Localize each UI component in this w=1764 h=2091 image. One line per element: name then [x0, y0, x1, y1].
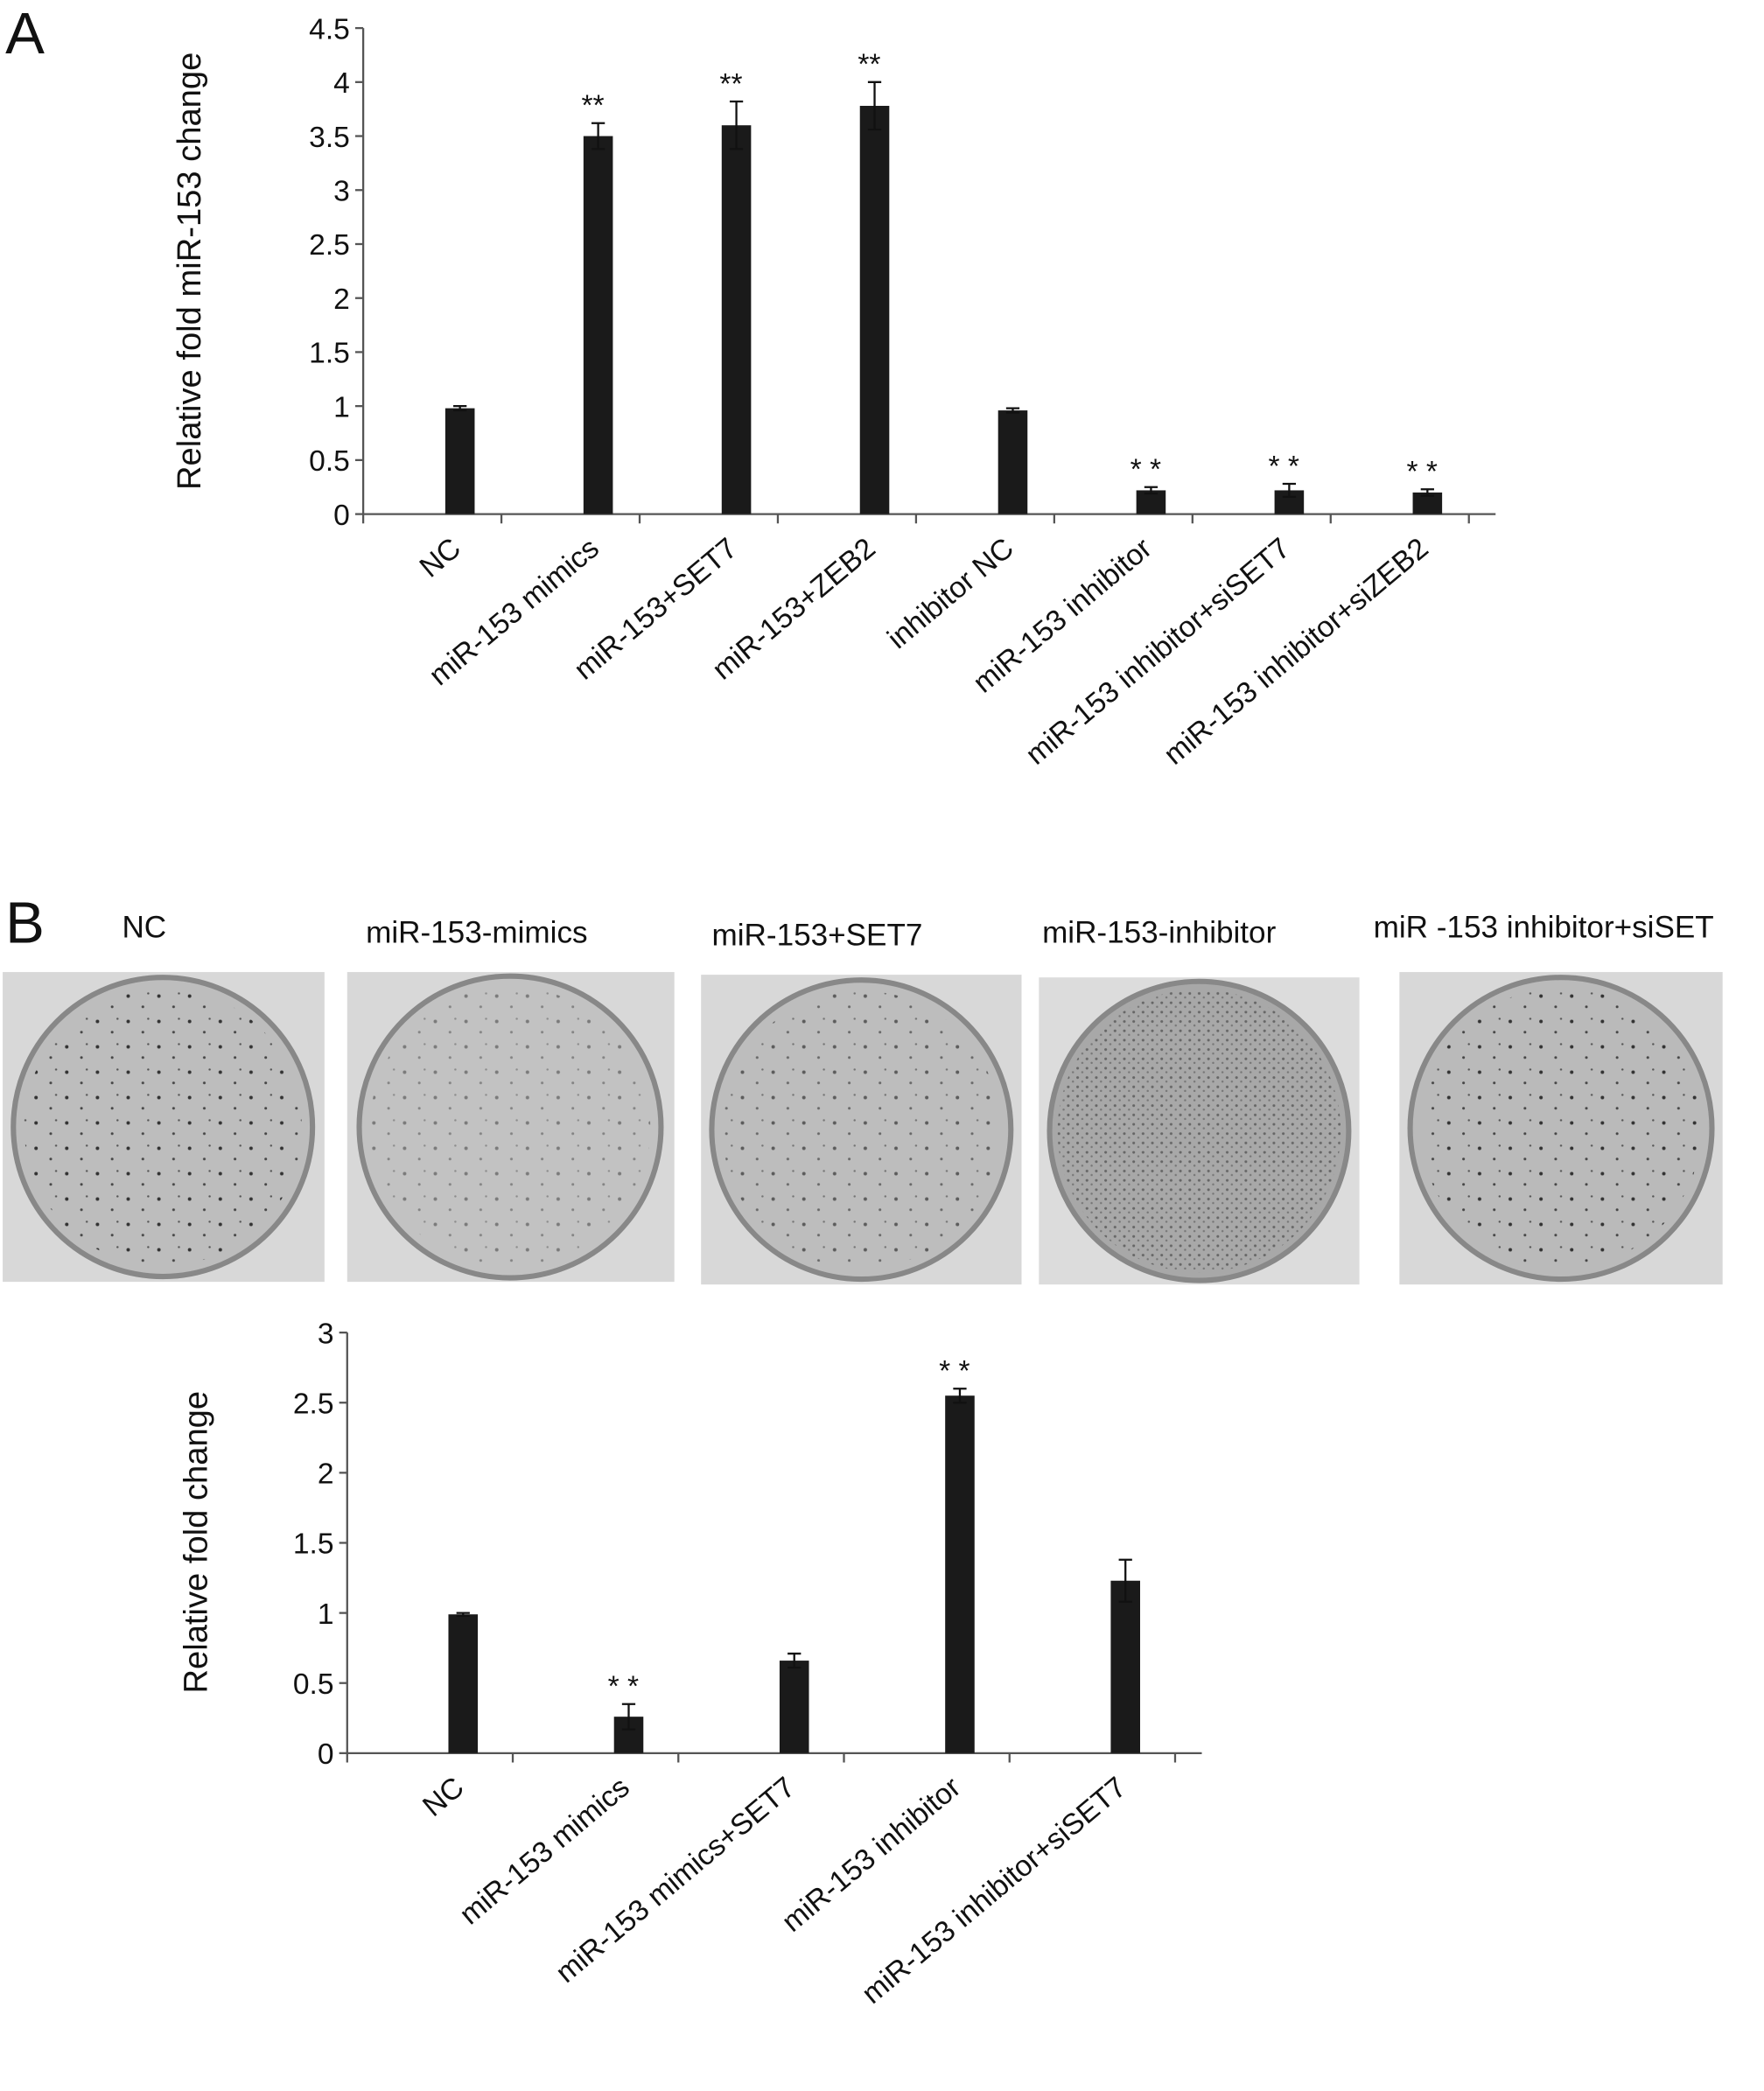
y-tick-label: 0.5: [293, 1668, 334, 1701]
y-tick-label: 3: [333, 175, 350, 207]
error-bar: [621, 1703, 636, 1731]
panel-label: B: [5, 890, 45, 955]
photo-label: miR-153-inhibitor: [1042, 915, 1277, 949]
x-tick-label: inhibitor NC: [882, 532, 1020, 655]
colonies: [369, 986, 651, 1268]
y-tick-label: 2.5: [309, 229, 350, 262]
error-bar: [953, 1388, 967, 1404]
error-bar: [591, 122, 606, 150]
y-tick-label: 2: [318, 1458, 334, 1491]
significance-label: **: [719, 68, 742, 101]
bar: [583, 136, 613, 514]
y-tick-label: 3.5: [309, 122, 350, 154]
colonies: [1420, 988, 1702, 1269]
error-bar: [867, 80, 882, 131]
significance-label: * *: [1407, 456, 1438, 488]
error-bar: [1420, 488, 1434, 497]
y-tick-label: 2: [333, 283, 350, 316]
y-axis-title: Relative fold miR-153 change: [171, 52, 208, 490]
x-tick-label: miR-153 inhibitor: [776, 1771, 967, 1938]
y-tick-label: 0: [318, 1738, 334, 1771]
error-bar: [1005, 407, 1020, 414]
bar: [859, 105, 890, 514]
y-tick-label: 4: [333, 67, 350, 100]
bar: [444, 408, 475, 514]
colonies: [722, 990, 1001, 1269]
error-bar: [456, 1612, 470, 1617]
error-bar: [1144, 486, 1158, 495]
y-tick-label: 4.5: [309, 13, 350, 45]
error-bar: [1282, 482, 1297, 498]
significance-label: **: [581, 90, 604, 122]
significance-label: * *: [939, 1355, 970, 1388]
y-tick-label: 1.5: [309, 338, 350, 370]
x-tick-label: NC: [414, 532, 467, 584]
bar: [779, 1661, 809, 1753]
significance-label: * *: [608, 1671, 639, 1703]
photo-label: miR-153+SET7: [712, 919, 923, 953]
error-bar: [1118, 1558, 1132, 1603]
bar: [945, 1395, 975, 1753]
y-tick-label: 1: [333, 391, 350, 423]
dish-photos: [3, 972, 1723, 1285]
error-bar: [788, 1652, 802, 1669]
y-tick-label: 3: [318, 1318, 334, 1350]
significance-label: **: [858, 49, 880, 81]
colonies: [1057, 989, 1341, 1273]
bar: [448, 1614, 479, 1753]
photo-label: NC: [122, 910, 166, 944]
x-tick-label: miR-153 inhibitor+siSET7: [1020, 532, 1297, 772]
error-bar: [453, 405, 467, 412]
photo-label: miR-153-mimics: [366, 915, 587, 949]
bar: [1110, 1580, 1140, 1753]
y-tick-label: 1.5: [293, 1528, 334, 1561]
x-tick-label: miR-153 inhibitor+siZEB2: [1158, 532, 1435, 772]
y-tick-label: 2.5: [293, 1388, 334, 1420]
x-tick-label: NC: [417, 1771, 471, 1823]
x-tick-label: miR-153 inhibitor+siSET7: [856, 1771, 1132, 2011]
x-tick-label: miR-153 mimics: [454, 1771, 636, 1931]
panel-label: A: [5, 1, 45, 66]
photo-label: miR -153 inhibitor+siSET: [1374, 910, 1714, 944]
bar: [998, 410, 1028, 514]
error-bar: [729, 100, 744, 150]
significance-label: * *: [1130, 454, 1161, 486]
bar: [721, 125, 752, 514]
y-tick-label: 1: [318, 1598, 334, 1631]
y-tick-label: 0.5: [309, 445, 350, 478]
y-axis-title: Relative fold change: [178, 1391, 215, 1694]
significance-label: * *: [1269, 451, 1299, 483]
y-tick-label: 0: [333, 500, 350, 532]
colonies: [24, 988, 302, 1266]
